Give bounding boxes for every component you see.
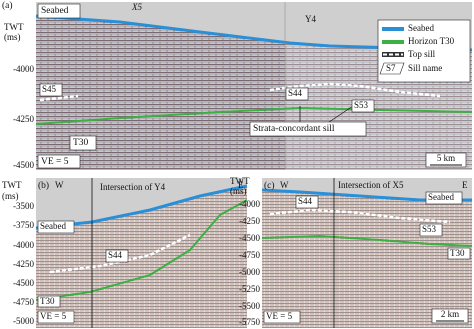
label-box [295,195,319,209]
sill-label: S44 [288,88,303,98]
label-box [351,99,375,113]
label-box [37,3,81,19]
tick-label: -4000 [239,199,260,209]
axis-title: (ms) [2,191,19,201]
panel-c: TWT (ms) -4000 -4250 -4500 -4750 -5000 -… [230,176,473,328]
label-box [37,220,75,234]
tick-label: -4000 [13,64,34,74]
seabed-label: Seabed [428,192,454,202]
tick-label: -4750 [239,250,260,260]
horizon-line [35,199,248,301]
label-box [425,152,467,168]
water-column [36,2,472,50]
label-box [419,223,443,237]
tick-label: -5500 [239,301,260,311]
label-box [285,87,309,101]
intersection-label: Intersection of X5 [338,180,404,190]
sill-line [269,208,451,224]
ve-label: VE = 5 [41,157,69,167]
tick-label: -5000 [13,316,34,326]
scale-label: 2 km [441,309,459,319]
panel-label: (a) [2,0,13,11]
label-box [263,310,301,324]
direction-label: W [280,180,289,190]
label-box [37,154,81,169]
label-box [431,308,469,324]
profile-label: X5 [131,2,142,12]
axis-title: TWT [4,22,24,32]
tick-label: -4500 [13,160,34,170]
horizon-label: T30 [73,138,89,148]
tick-label: -4500 [13,278,34,288]
legend: Seabed Horizon T30 Top sill S7 Sill name [377,19,471,83]
tick-label: -5750 [239,317,260,327]
legend-example: S7 [386,63,396,73]
sill-line [39,94,79,102]
tick-label: -4250 [239,216,260,226]
direction-label: W [55,180,64,190]
panel-label: (c) [264,180,275,191]
water-column [262,178,472,200]
legend-label: Horizon T30 [408,36,455,46]
tick-label: -3500 [13,201,34,211]
legend-label: Top sill [408,49,436,59]
tick-label: -4250 [13,259,34,269]
tick-label: -4500 [239,233,260,243]
ve-label: VE = 5 [40,311,67,321]
water-column [36,178,247,228]
panel-label: (b) [38,180,49,191]
label-box [37,295,61,308]
label-box [37,310,75,324]
horizon-label: T30 [40,296,55,306]
legend-swatch [382,40,404,44]
legend-label: Seabed [408,23,434,33]
horizon-line [35,106,473,125]
direction-label: E [238,180,244,190]
label-box [249,121,367,137]
ve-label: VE = 5 [266,311,293,321]
tick-label: -4750 [13,297,34,307]
axis-title: (ms) [4,32,21,42]
callout-label: Strata-concordant sill [253,124,335,134]
axis-title: (ms) [230,186,247,196]
tick-label: -3750 [13,220,34,230]
panel-a: (a) TWT (ms) -4000 -4250 -4500 Seabed X5… [2,0,473,170]
axis-title: TWT [2,180,22,190]
label-box [105,249,129,263]
sill-label: S44 [298,196,313,206]
sill-label: S44 [108,250,123,260]
tick-label: -5000 [239,267,260,277]
sill-label: S53 [354,100,369,110]
tick-label: -4250 [13,114,34,124]
label-box [39,83,63,97]
sill-line [269,82,441,98]
legend-label: Sill name [408,63,442,73]
intersection-label: Intersection of Y4 [100,182,166,192]
direction-label: E [462,180,468,190]
sill-label: S53 [422,224,437,234]
label-box [447,247,471,260]
legend-swatch [379,62,405,75]
sill-label: S45 [42,84,57,94]
seabed-label: Seabed [40,221,66,231]
seabed-label: Seabed [41,6,69,16]
horizon-line [261,234,473,247]
label-box [425,191,463,205]
legend-swatch [382,27,404,31]
label-box [69,135,97,151]
panel-b: TWT (ms) -3750 -3500 -4000 -4250 -4500 -… [2,178,248,328]
tick-label: -5250 [239,284,260,294]
profile-label: Y4 [305,14,316,24]
scale-label: 5 km [437,153,455,163]
horizon-label: T30 [450,248,465,258]
tick-label: -4000 [13,240,34,250]
axis-title: TWT [230,176,250,186]
